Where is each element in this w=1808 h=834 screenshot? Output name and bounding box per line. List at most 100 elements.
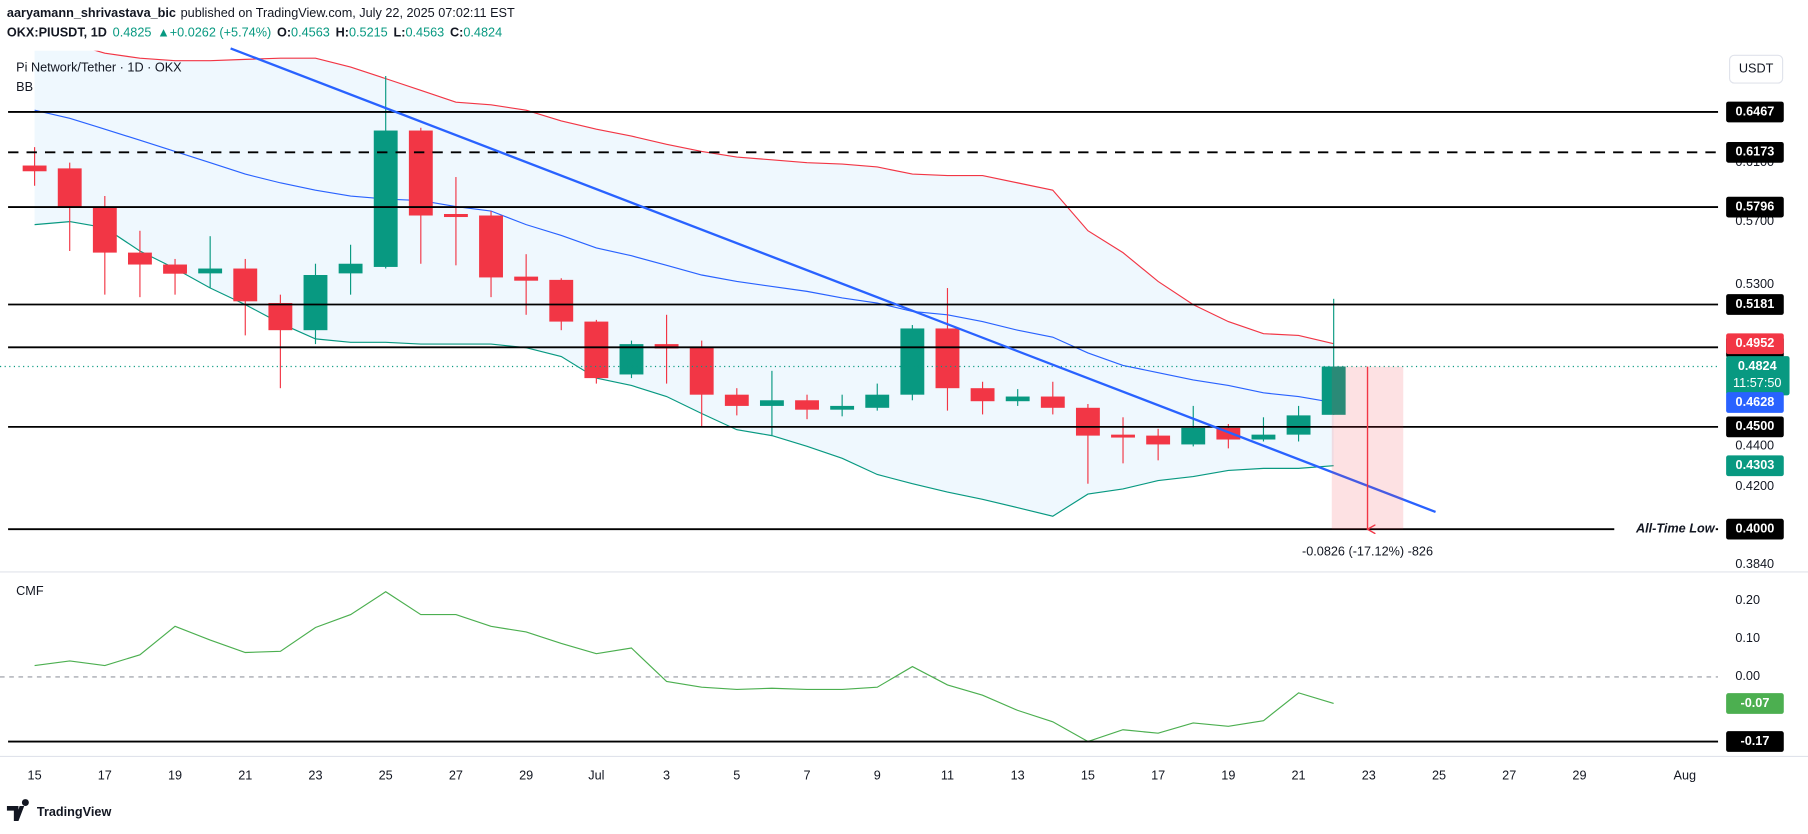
band-line [34,221,1334,517]
level-label: 0.4000 [1736,522,1775,536]
candle-body [1146,435,1171,445]
candle-body [408,130,433,216]
header-line: aaryamann_shrivastava_bic published on Tr… [7,6,515,20]
ohlc-label: C: [450,26,463,40]
pane-title: Pi Network/Tether · 1D · OKX [16,60,182,74]
candle-body [865,394,890,408]
last-price: 0.4825 [113,26,152,40]
y-tick-label: 0.3840 [1735,557,1774,571]
band-value-box [1726,455,1784,477]
x-tick-label: 23 [308,768,322,782]
y-tick-label: 0.00 [1735,669,1760,683]
candle-body [724,394,749,406]
price-badge-value: 0.4824 [1738,359,1777,373]
candle-body [619,344,644,375]
level-label: 0.5796 [1736,199,1775,213]
published: published on TradingView.com, July 22, 2… [181,6,515,20]
y-tick-label: 0.10 [1735,631,1760,645]
candle-body [373,130,398,267]
candle-body [689,347,714,395]
trendline [230,47,1436,514]
candle-body [759,400,784,406]
x-tick-label: 19 [168,768,182,782]
candle-body [584,321,609,379]
candle-body [338,263,363,274]
x-tick-label: 21 [238,768,252,782]
y-tick-label: 0.5300 [1735,277,1774,291]
candle-body [970,388,995,402]
candle-body [1251,434,1276,440]
currency-button[interactable] [1729,54,1784,84]
measure-label: -0.0826 (-17.12%) -826 [1302,545,1433,559]
candle-body [163,264,187,274]
x-tick-label: 23 [1362,768,1376,782]
x-tick-label: 7 [803,768,810,782]
countdown: 11:57:50 [1733,376,1781,390]
indicator-label: BB [16,80,33,94]
x-tick-label: 11 [941,768,954,782]
band-line [94,50,1334,345]
candle-body [795,400,819,410]
x-tick-label: 9 [874,768,881,782]
cmf-line [34,591,1334,743]
candle-body [268,302,293,331]
candle-body [830,405,855,410]
ohlc-value: 0.4824 [463,26,502,40]
level-label-box [1726,416,1784,438]
candle-body [1005,396,1030,402]
level-label: 0.6173 [1736,145,1775,159]
candle-body [198,268,223,274]
level-label-box [1726,731,1784,752]
author: aaryamann_shrivastava_bic [7,6,176,20]
level-label-box [1726,518,1784,540]
x-tick-label: 27 [1502,768,1516,782]
band-line [34,109,1334,404]
level-label: -0.17 [1741,734,1770,748]
level-label: 0.5181 [1736,297,1775,311]
annotation: All-Time Low [1635,522,1716,536]
x-tick-label: 29 [519,768,533,782]
band-value-box [1726,392,1784,413]
band-value: 0.4952 [1736,336,1775,350]
currency[interactable]: USDT [1739,62,1774,76]
x-tick-label: 17 [98,768,112,782]
y-tick-label: 0.4400 [1735,439,1774,453]
level-label-box [1726,196,1784,218]
change: ▲+0.0262 (+5.74%) [157,26,271,40]
x-tick-label: 25 [1432,768,1446,782]
candle-body [549,279,574,322]
symbol-line: OKX:PIUSDT, 1D 0.4825 ▲+0.0262 (+5.74%) O:0… [7,26,502,40]
band-value: 0.4303 [1736,458,1775,472]
price-badge [1726,356,1790,396]
candle-body [57,168,82,208]
cmf-value-box [1726,693,1784,714]
candle-body [233,268,258,302]
logo-text: TradingView [37,805,112,819]
candle-body [92,207,117,253]
candle-body [935,328,960,389]
cmf-pane [0,591,1719,743]
y-tick-label: 0.4200 [1735,479,1774,493]
candle-body [22,165,47,172]
annotation-bg [1614,519,1716,539]
ohlc-value: 0.4563 [291,26,330,40]
x-tick-label: 3 [663,768,670,782]
ohlc-value: 0.5215 [349,26,388,40]
candle-body [479,215,503,278]
ohlc-label: H: [336,26,349,40]
x-tick-label: 15 [1081,768,1095,782]
x-tick-label: 21 [1292,768,1306,782]
x-tick-label: 29 [1572,768,1586,782]
candle-body [1286,415,1311,435]
cmf-value: -0.07 [1741,696,1770,710]
band-value: 0.4628 [1736,395,1775,409]
logo: TradingView [6,799,112,821]
x-tick-label: 15 [28,768,42,782]
axes: 15 17 19 21 23 25 27 29 Jul 3 5 7 9 11 13 15 17 19 21 23 25 2… [0,101,1790,782]
candle-body [514,276,539,281]
ohlc-value: 0.4563 [405,26,444,40]
indicator-label: CMF [16,584,44,598]
candle-body [1216,427,1241,440]
logo-icon [6,799,29,821]
